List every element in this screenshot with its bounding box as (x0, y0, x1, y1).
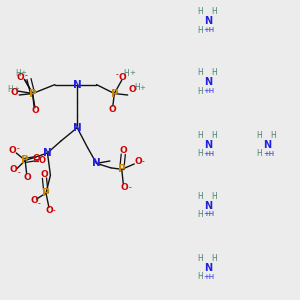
Text: -: - (141, 158, 144, 166)
Text: N: N (43, 148, 52, 158)
Text: P: P (21, 155, 29, 165)
Text: O: O (11, 88, 19, 97)
Text: H: H (197, 149, 203, 158)
Text: H: H (197, 130, 203, 140)
Text: P: P (110, 88, 118, 98)
Text: O: O (128, 85, 136, 94)
Text: H: H (211, 68, 217, 77)
Text: -: - (17, 168, 20, 177)
Text: +H: +H (263, 151, 274, 157)
Text: -: - (16, 144, 19, 153)
Text: N: N (204, 201, 212, 211)
Text: +: + (129, 70, 135, 76)
Text: +H: +H (204, 212, 215, 218)
Text: H: H (197, 68, 203, 77)
Text: H: H (211, 254, 217, 263)
Text: N: N (204, 77, 212, 87)
Text: +H: +H (204, 274, 215, 280)
Text: H: H (197, 192, 203, 201)
Text: +: + (139, 85, 145, 91)
Text: O: O (30, 196, 38, 205)
Text: H: H (211, 192, 217, 201)
Text: H: H (256, 149, 262, 158)
Text: -: - (116, 70, 119, 80)
Text: H: H (8, 85, 13, 94)
Text: +H: +H (204, 27, 215, 33)
Text: H: H (135, 83, 140, 92)
Text: =O: =O (32, 156, 46, 165)
Text: P: P (118, 164, 126, 174)
Text: -: - (129, 183, 131, 192)
Text: N: N (73, 80, 82, 90)
Text: H: H (211, 7, 217, 16)
Text: O: O (17, 73, 25, 82)
Text: N: N (204, 263, 212, 273)
Text: H: H (123, 69, 129, 78)
Text: N: N (73, 123, 82, 133)
Text: -: - (25, 71, 27, 80)
Text: O: O (108, 105, 116, 114)
Text: O: O (46, 206, 53, 215)
Text: O: O (40, 170, 48, 179)
Text: N: N (92, 158, 101, 168)
Text: O: O (9, 146, 16, 155)
Text: O: O (33, 154, 40, 164)
Text: N: N (204, 140, 212, 150)
Text: O: O (120, 183, 128, 192)
Text: H: H (271, 130, 276, 140)
Text: O: O (32, 106, 39, 115)
Text: H: H (197, 87, 203, 96)
Text: P: P (42, 188, 50, 198)
Text: H: H (15, 69, 21, 78)
Text: O: O (134, 158, 142, 166)
Text: H: H (197, 254, 203, 263)
Text: O: O (119, 73, 127, 82)
Text: H: H (197, 7, 203, 16)
Text: -: - (53, 206, 56, 215)
Text: +H: +H (204, 88, 215, 94)
Text: H: H (197, 272, 203, 281)
Text: +: + (21, 70, 27, 76)
Text: O: O (23, 173, 31, 182)
Text: N: N (263, 140, 272, 150)
Text: H: H (197, 26, 203, 35)
Text: O: O (119, 146, 127, 155)
Text: +: + (13, 86, 19, 92)
Text: N: N (204, 16, 212, 26)
Text: H: H (211, 130, 217, 140)
Text: -: - (38, 199, 41, 208)
Text: P: P (29, 88, 36, 98)
Text: H: H (197, 210, 203, 219)
Text: H: H (256, 130, 262, 140)
Text: O: O (9, 165, 17, 174)
Text: +H: +H (204, 151, 215, 157)
